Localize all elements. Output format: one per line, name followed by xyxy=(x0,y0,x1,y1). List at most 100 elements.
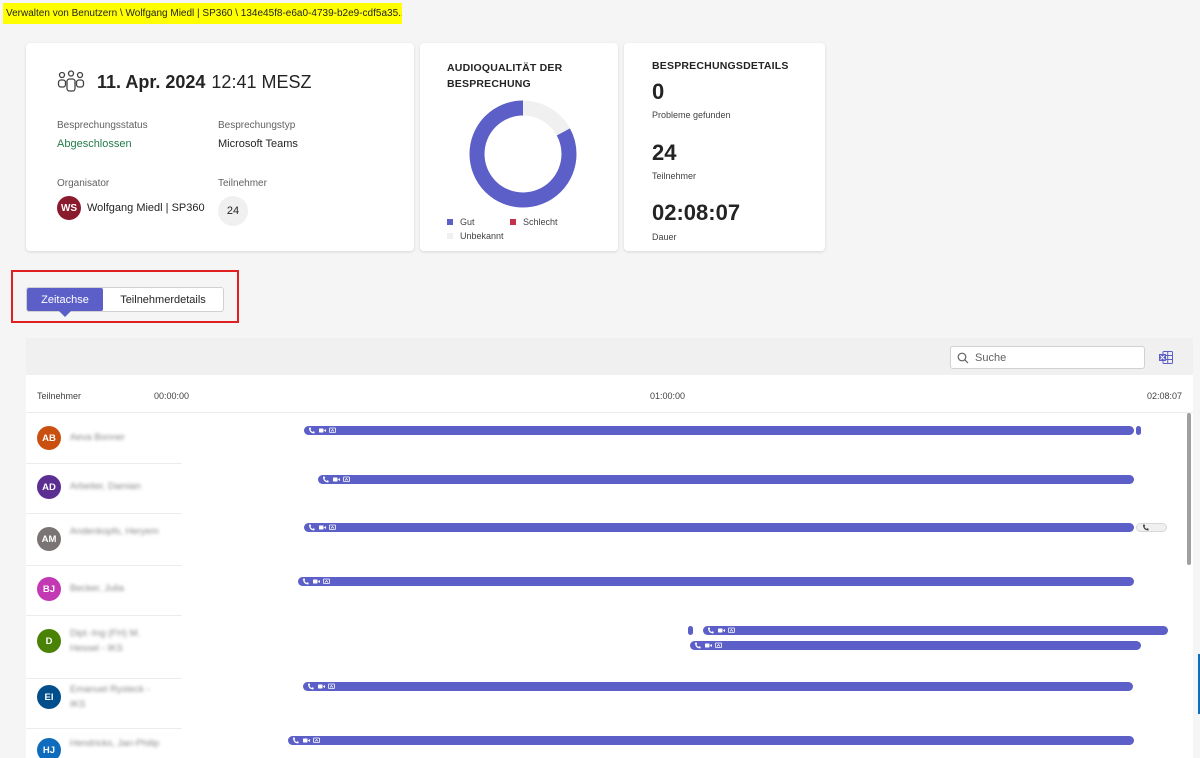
view-tabs: Zeitachse Teilnehmerdetails xyxy=(26,287,224,317)
timeline-toolbar xyxy=(26,338,1193,375)
media-icons xyxy=(323,476,350,483)
participant-name: Hendricks, Jan-Philip xyxy=(70,738,160,749)
export-excel-icon[interactable] xyxy=(1159,351,1173,364)
participant-avatar: EI xyxy=(37,685,61,709)
tick-start: 00:00:00 xyxy=(154,391,190,401)
meeting-time: 12:41 MESZ xyxy=(211,71,312,92)
row-divider xyxy=(26,513,182,514)
audio-quality-title-line2: BESPRECHUNG xyxy=(447,78,531,90)
participant-avatar: AM xyxy=(37,527,61,551)
details-participants-label: Teilnehmer xyxy=(652,171,697,181)
media-icons xyxy=(309,524,336,531)
legend-good-label: Gut xyxy=(460,217,475,227)
organizer[interactable]: WS Wolfgang Miedl | SP360 xyxy=(57,196,205,220)
participant-avatar: AB xyxy=(37,426,61,450)
organizer-avatar: WS xyxy=(57,196,81,220)
legend-bad-label: Schlecht xyxy=(523,217,558,227)
session-bar[interactable] xyxy=(703,626,1168,635)
legend-unknown: Unbekannt xyxy=(447,231,504,241)
participant-name: Aeva Bonner xyxy=(70,432,125,443)
highlight-frame xyxy=(11,270,239,323)
table-row[interactable]: EI Emanuel Rysteck - IKS xyxy=(26,678,1186,728)
session-bar[interactable] xyxy=(690,641,1141,650)
session-bar[interactable] xyxy=(318,475,1134,484)
media-icons xyxy=(695,642,722,649)
search-box[interactable] xyxy=(950,346,1145,369)
participant-avatar: AD xyxy=(37,475,61,499)
tick-end: 02:08:07 xyxy=(1147,391,1183,401)
search-icon xyxy=(957,352,969,363)
table-row[interactable]: D Dipl.-Ing (FH) M. Hessel - IKS xyxy=(26,615,1186,678)
audio-quality-card: AUDIOQUALITÄT DER BESPRECHUNG Gut Schlec… xyxy=(420,43,618,251)
participants-label: Teilnehmer xyxy=(218,178,267,189)
participant-name: Emanuel Rysteck - IKS xyxy=(70,684,150,710)
participant-avatar: BJ xyxy=(37,577,61,601)
meeting-details-title: BESPRECHUNGSDETAILS xyxy=(652,60,789,72)
status-label: Besprechungsstatus xyxy=(57,120,148,131)
participant-name: Arbeiter, Damian xyxy=(70,481,141,492)
media-icons xyxy=(708,627,735,634)
row-divider xyxy=(26,615,182,616)
session-bar[interactable] xyxy=(688,626,693,635)
session-bar[interactable] xyxy=(303,682,1133,691)
session-bar[interactable] xyxy=(298,577,1134,586)
problems-value: 0 xyxy=(652,79,665,104)
participant-name: Andenkopfs, Heryem xyxy=(70,526,159,537)
legend-bad: Schlecht xyxy=(510,217,558,227)
legend-unknown-swatch xyxy=(447,233,453,239)
tick-mid: 01:00:00 xyxy=(650,391,686,401)
table-row[interactable]: AD Arbeiter, Damian xyxy=(26,463,1186,513)
session-bar[interactable] xyxy=(304,426,1134,435)
table-row[interactable]: AB Aeva Bonner xyxy=(26,413,1186,463)
status-value: Abgeschlossen xyxy=(57,138,132,150)
media-icons xyxy=(309,427,336,434)
legend-good-swatch xyxy=(447,219,453,225)
row-divider xyxy=(26,728,182,729)
tab-participant-details[interactable]: Teilnehmerdetails xyxy=(120,293,206,306)
table-row[interactable]: AM Andenkopfs, Heryem xyxy=(26,513,1186,565)
tab-timeline[interactable]: Zeitachse xyxy=(27,288,103,317)
phone-icon xyxy=(1143,524,1149,531)
audio-quality-title: AUDIOQUALITÄT DER BESPRECHUNG xyxy=(447,60,562,92)
type-value: Microsoft Teams xyxy=(218,138,298,150)
breadcrumb[interactable]: Verwalten von Benutzern \ Wolfgang Miedl… xyxy=(3,3,402,24)
row-divider xyxy=(26,463,182,464)
participants-count: 24 xyxy=(218,196,248,226)
participant-name: Becker, Julia xyxy=(70,583,124,594)
session-bar-inactive[interactable] xyxy=(1136,523,1167,532)
participant-column-header: Teilnehmer xyxy=(37,391,82,401)
donut-good-segment xyxy=(469,100,577,208)
participant-avatar: D xyxy=(37,629,61,653)
session-bar[interactable] xyxy=(304,523,1134,532)
legend-bad-swatch xyxy=(510,219,516,225)
side-panel-edge xyxy=(1198,654,1200,714)
table-row[interactable]: HJ Hendricks, Jan-Philip xyxy=(26,728,1186,758)
row-divider xyxy=(26,678,182,679)
row-divider xyxy=(26,565,182,566)
table-row[interactable]: BJ Becker, Julia xyxy=(26,565,1186,615)
legend-good: Gut xyxy=(447,217,475,227)
session-bar[interactable] xyxy=(288,736,1134,745)
people-icon xyxy=(57,70,85,92)
legend-unknown-label: Unbekannt xyxy=(460,231,504,241)
details-participants-value: 24 xyxy=(652,140,677,165)
type-label: Besprechungstyp xyxy=(218,120,296,131)
meeting-date: 11. Apr. 2024 xyxy=(97,71,206,92)
timeline-header: Teilnehmer 00:00:00 01:00:00 02:08:07 xyxy=(26,375,1193,413)
duration-value: 02:08:07 xyxy=(652,200,741,225)
problems-label: Probleme gefunden xyxy=(652,110,731,120)
participant-name: Dipl.-Ing (FH) M. Hessel - IKS xyxy=(70,628,141,654)
session-bar[interactable] xyxy=(1136,426,1141,435)
search-input[interactable] xyxy=(975,351,1135,364)
media-icons xyxy=(308,683,335,690)
organizer-name: Wolfgang Miedl | SP360 xyxy=(87,202,205,214)
meeting-header: 11. Apr. 2024 12:41 MESZ xyxy=(57,70,311,94)
duration-label: Dauer xyxy=(652,232,677,242)
audio-quality-title-line1: AUDIOQUALITÄT DER xyxy=(447,62,563,74)
media-icons xyxy=(293,737,320,744)
vertical-scrollbar[interactable] xyxy=(1187,413,1191,565)
timeline-panel: Teilnehmer 00:00:00 01:00:00 02:08:07 AB… xyxy=(26,338,1193,758)
organizer-label: Organisator xyxy=(57,178,110,189)
audio-quality-donut xyxy=(469,100,577,208)
meeting-details-card: BESPRECHUNGSDETAILS 0 Probleme gefunden … xyxy=(624,43,825,251)
